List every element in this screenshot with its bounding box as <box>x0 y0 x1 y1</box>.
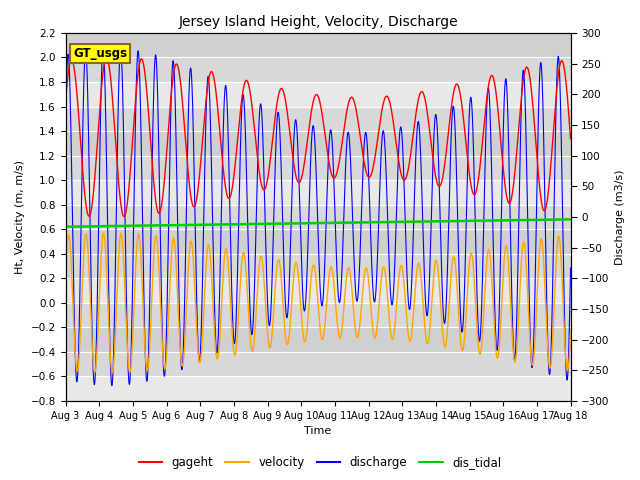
Bar <box>65 278 570 303</box>
Legend: gageht, velocity, discharge, dis_tidal: gageht, velocity, discharge, dis_tidal <box>134 452 506 474</box>
Y-axis label: Discharge (m3/s): Discharge (m3/s) <box>615 169 625 264</box>
Title: Jersey Island Height, Velocity, Discharge: Jersey Island Height, Velocity, Discharg… <box>178 15 458 29</box>
Bar <box>65 180 570 204</box>
Y-axis label: Ht, Velocity (m, m/s): Ht, Velocity (m, m/s) <box>15 160 25 274</box>
Text: GT_usgs: GT_usgs <box>73 47 127 60</box>
Bar <box>65 33 570 58</box>
Bar <box>65 376 570 401</box>
Bar <box>65 131 570 156</box>
Bar <box>65 229 570 254</box>
X-axis label: Time: Time <box>305 426 332 436</box>
Bar <box>65 327 570 352</box>
Bar <box>65 82 570 107</box>
